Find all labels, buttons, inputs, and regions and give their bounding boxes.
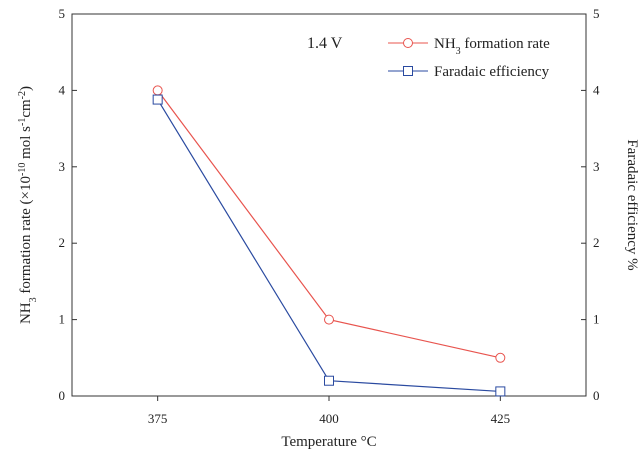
y-tick-label: 0 xyxy=(59,388,66,403)
y-tick-label: 4 xyxy=(59,82,66,97)
y2-tick-label: 2 xyxy=(593,235,600,250)
data-point-square xyxy=(152,94,163,105)
x-tick-label: 425 xyxy=(491,411,511,426)
data-point-circle xyxy=(324,314,334,325)
x-tick-label: 400 xyxy=(319,411,339,426)
series-line-1 xyxy=(157,99,501,393)
series-layer xyxy=(152,85,506,397)
y2-tick-label: 5 xyxy=(593,6,600,21)
legend-marker-circle xyxy=(403,38,413,48)
y2-axis-title: Faradaic efficiency % xyxy=(624,139,638,270)
y2-tick-label: 4 xyxy=(593,82,600,97)
legend-label-fe: Faradaic efficiency xyxy=(434,64,550,80)
legend-label-nh3: NH3 formation rate xyxy=(434,36,550,57)
legend-marker-square xyxy=(403,66,413,76)
data-point-circle xyxy=(495,352,506,363)
y2-tick-label: 0 xyxy=(593,388,600,403)
y-tick-label: 2 xyxy=(59,235,66,250)
axis-ticks: 0 1 2 3 4 5 0 1 2 3 4 5 375 400 425 xyxy=(59,6,601,426)
y-tick-label: 1 xyxy=(59,312,66,327)
legend: NH3 formation rate Faradaic efficiency xyxy=(388,36,550,80)
data-point-square xyxy=(324,375,334,386)
data-point-square xyxy=(495,386,506,397)
x-axis-title: Temperature °C xyxy=(281,434,376,450)
y2-tick-label: 3 xyxy=(593,159,600,174)
y-tick-label: 5 xyxy=(59,6,66,21)
x-tick-label: 375 xyxy=(148,411,168,426)
y2-tick-label: 1 xyxy=(593,312,600,327)
y-axis-title: NH3 formation rate (×10-10 mol s-1cm-2) xyxy=(17,86,39,324)
data-point-circle xyxy=(152,85,163,96)
y-tick-label: 3 xyxy=(59,159,66,174)
voltage-annotation: 1.4 V xyxy=(307,35,343,52)
